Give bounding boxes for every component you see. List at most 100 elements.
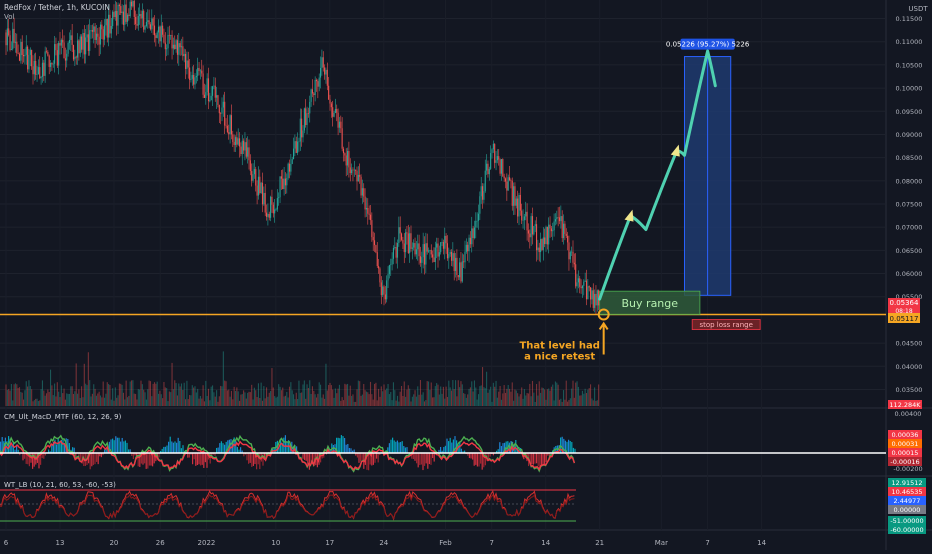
macd-histogram-bar xyxy=(306,453,307,461)
candle-body xyxy=(312,89,313,93)
candle-body xyxy=(539,248,540,253)
candle-body xyxy=(313,94,314,96)
volume-bar xyxy=(428,382,429,406)
candle-body xyxy=(501,159,502,174)
macd-histogram-bar xyxy=(440,447,441,453)
candle-body xyxy=(425,243,426,264)
macd-histogram-bar xyxy=(43,453,44,459)
candle-body xyxy=(378,266,379,268)
volume-bar xyxy=(427,381,428,406)
candle-body xyxy=(66,54,67,61)
candle-body xyxy=(531,216,532,237)
retest-note-line2: a nice retest xyxy=(524,351,595,362)
candle-body xyxy=(477,221,478,222)
volume-bar xyxy=(406,390,407,406)
volume-bar xyxy=(239,401,240,406)
volume-bar xyxy=(514,390,515,406)
volume-bar xyxy=(496,381,497,406)
candle-body xyxy=(373,237,374,240)
volume-bar xyxy=(253,399,254,406)
volume-bar xyxy=(347,384,348,406)
volume-bar xyxy=(485,388,486,406)
candle-body xyxy=(140,14,141,18)
volume-bar xyxy=(562,402,563,406)
candle-body xyxy=(127,15,128,22)
candle-body xyxy=(491,149,492,153)
candle-body xyxy=(70,35,71,40)
macd-histogram-bar xyxy=(405,447,406,453)
volume-bar xyxy=(381,386,382,406)
volume-bar xyxy=(329,383,330,406)
volume-bar xyxy=(226,381,227,406)
candle-body xyxy=(205,92,206,98)
volume-bar xyxy=(366,392,367,406)
candle-body xyxy=(471,228,472,244)
candle-body xyxy=(359,175,360,177)
volume-bar xyxy=(122,385,123,406)
volume-bar xyxy=(47,390,48,406)
volume-bar xyxy=(342,397,343,406)
volume-bar xyxy=(224,381,225,406)
volume-bar xyxy=(189,395,190,406)
volume-bar xyxy=(107,382,108,406)
volume-bar xyxy=(355,402,356,406)
volume-bar xyxy=(292,390,293,406)
candle-body xyxy=(104,25,105,39)
time-tick-label: 21 xyxy=(595,539,604,547)
candle-body xyxy=(247,147,248,156)
volume-bar xyxy=(363,384,364,406)
candle-body xyxy=(427,243,428,251)
candle-body xyxy=(543,237,544,249)
macd-histogram-bar xyxy=(171,441,172,453)
candle-body xyxy=(500,160,501,174)
volume-bar xyxy=(275,398,276,406)
volume-bar xyxy=(92,394,93,406)
volume-bar xyxy=(16,384,17,406)
candle-body xyxy=(325,70,326,75)
candle-body xyxy=(55,44,56,50)
candle-body xyxy=(182,46,183,56)
volume-bar xyxy=(356,389,357,406)
candle-body xyxy=(570,252,571,259)
volume-bar xyxy=(424,401,425,406)
volume-bar xyxy=(379,397,380,406)
candle-body xyxy=(28,55,29,69)
volume-bar xyxy=(479,386,480,406)
candle-body xyxy=(142,11,143,19)
volume-bar xyxy=(136,399,137,406)
macd-histogram-bar xyxy=(469,453,470,458)
macd-histogram-bar xyxy=(418,453,419,467)
macd-histogram-bar xyxy=(123,441,124,453)
candle-body xyxy=(504,176,505,178)
candle-body xyxy=(126,4,127,21)
volume-bar xyxy=(100,395,101,406)
volume-bar xyxy=(103,382,104,406)
candle-body xyxy=(274,209,275,213)
volume-bar xyxy=(323,394,324,406)
candle-body xyxy=(547,227,548,245)
volume-bar xyxy=(221,386,222,406)
wt-value-text: 12.91512 xyxy=(891,479,922,487)
candle-body xyxy=(450,252,451,254)
volume-bar xyxy=(551,387,552,406)
candle-body xyxy=(12,29,13,49)
volume-bar xyxy=(543,388,544,406)
candle-body xyxy=(289,164,290,172)
volume-bar xyxy=(487,393,488,406)
candle-body xyxy=(26,47,27,55)
volume-bar xyxy=(293,394,294,406)
macd-histogram-bar xyxy=(197,453,198,465)
candle-body xyxy=(529,234,530,238)
candle-body xyxy=(132,1,133,6)
candle-body xyxy=(508,177,509,190)
candle-body xyxy=(473,228,474,238)
volume-bar xyxy=(419,395,420,406)
volume-bar xyxy=(523,399,524,406)
volume-bar xyxy=(446,387,447,406)
volume-bar xyxy=(421,395,422,406)
candle-body xyxy=(138,16,139,26)
macd-histogram-bar xyxy=(570,441,571,453)
candle-body xyxy=(343,149,344,154)
